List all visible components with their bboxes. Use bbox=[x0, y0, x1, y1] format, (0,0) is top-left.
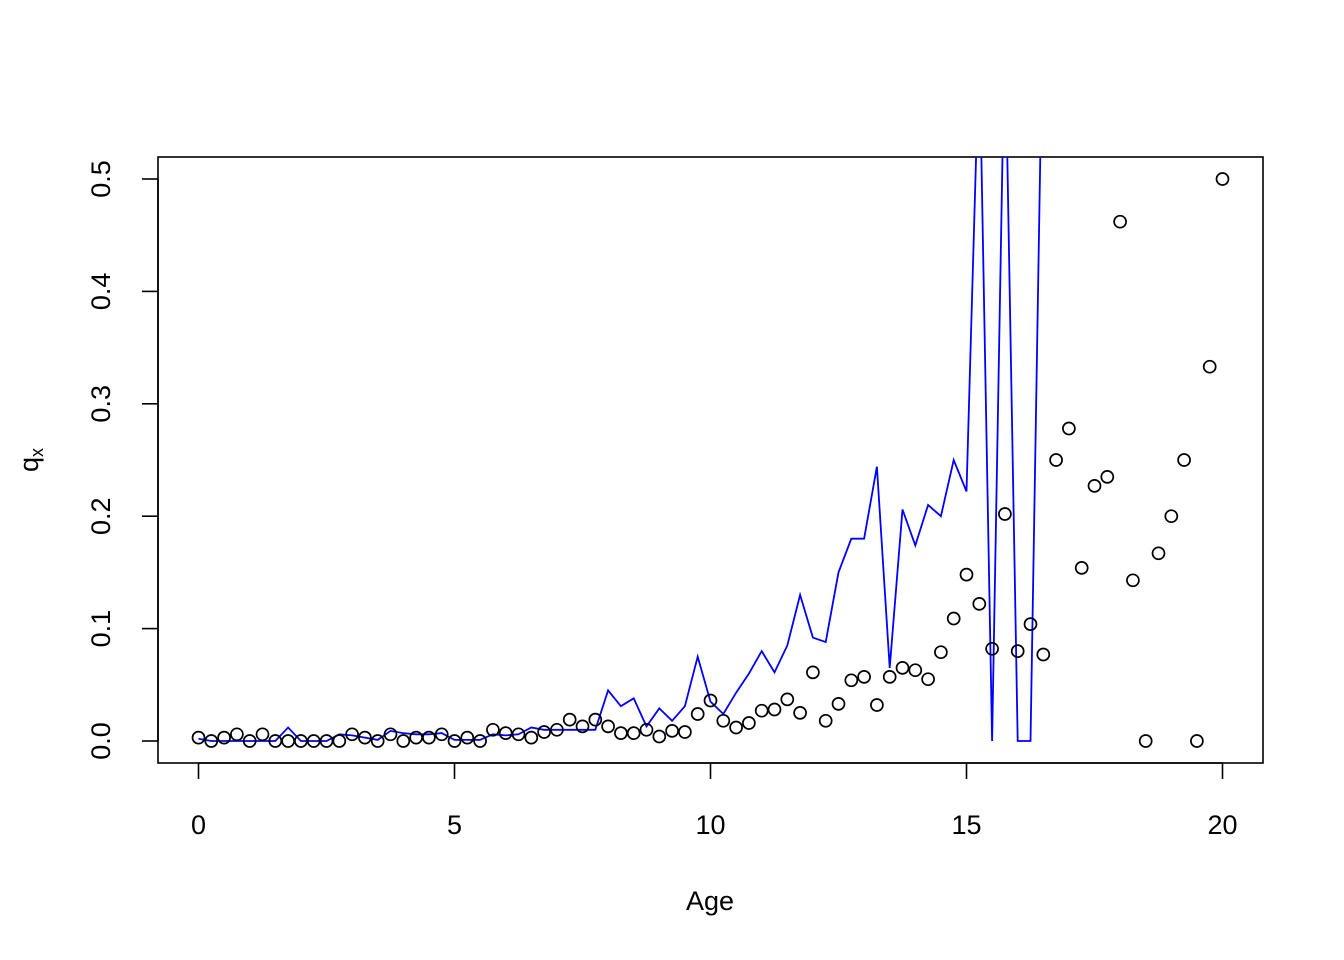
data-point bbox=[934, 645, 948, 660]
data-point bbox=[716, 713, 731, 728]
x-axis: 0 5 10 15 20 bbox=[191, 762, 1238, 840]
data-point bbox=[447, 734, 462, 748]
data-point bbox=[370, 734, 385, 748]
data-point bbox=[895, 661, 910, 675]
data-point bbox=[652, 729, 667, 744]
data-point bbox=[818, 713, 833, 728]
data-point bbox=[434, 727, 449, 742]
x-tick-label: 15 bbox=[951, 810, 981, 840]
data-point bbox=[844, 673, 859, 688]
data-point bbox=[588, 712, 603, 727]
data-point bbox=[204, 734, 219, 748]
data-point bbox=[575, 719, 590, 734]
data-point bbox=[383, 727, 398, 742]
data-point bbox=[332, 734, 347, 748]
series-line bbox=[198, 157, 1042, 742]
data-point bbox=[908, 663, 923, 678]
data-point bbox=[946, 611, 961, 626]
data-point bbox=[857, 670, 871, 684]
data-point bbox=[1036, 647, 1051, 662]
y-axis-title-subscript: x bbox=[27, 448, 47, 457]
y-tick-label: 0.3 bbox=[86, 385, 116, 423]
data-point bbox=[422, 730, 436, 745]
data-point bbox=[1113, 214, 1127, 229]
data-point bbox=[537, 725, 551, 739]
data-point bbox=[1138, 734, 1153, 748]
data-point bbox=[1164, 509, 1179, 524]
data-point bbox=[1151, 546, 1166, 561]
data-point bbox=[242, 734, 257, 748]
data-point bbox=[524, 730, 539, 745]
data-point bbox=[1074, 561, 1089, 575]
data-point bbox=[460, 730, 475, 745]
data-point bbox=[1126, 573, 1140, 588]
data-point bbox=[754, 703, 769, 718]
data-point bbox=[678, 725, 692, 739]
data-point bbox=[345, 727, 359, 742]
data-point bbox=[626, 726, 641, 740]
plot-frame bbox=[157, 156, 1264, 764]
y-tick-label: 0.0 bbox=[86, 722, 116, 760]
data-point bbox=[230, 727, 244, 742]
y-tick-label: 0.5 bbox=[86, 160, 116, 198]
x-tick-label: 20 bbox=[1207, 810, 1237, 840]
data-point bbox=[921, 672, 935, 687]
data-point bbox=[793, 706, 807, 720]
data-point bbox=[1010, 644, 1025, 658]
data-point bbox=[191, 730, 206, 745]
data-point bbox=[614, 726, 628, 740]
data-point bbox=[550, 722, 564, 737]
data-point bbox=[217, 730, 231, 745]
data-point bbox=[729, 720, 743, 735]
data-point bbox=[703, 693, 718, 708]
data-point bbox=[998, 507, 1012, 521]
data-point bbox=[473, 734, 487, 748]
data-point bbox=[1062, 421, 1076, 436]
data-point bbox=[396, 734, 411, 748]
data-point bbox=[806, 665, 820, 680]
data-point bbox=[1202, 359, 1217, 374]
data-point bbox=[1087, 479, 1102, 493]
data-point bbox=[690, 707, 705, 721]
series-layer bbox=[191, 157, 1230, 748]
data-point bbox=[959, 567, 974, 582]
x-tick-label: 0 bbox=[191, 810, 206, 840]
data-point bbox=[831, 697, 846, 711]
data-point bbox=[882, 670, 897, 684]
data-point bbox=[486, 722, 500, 737]
data-point bbox=[358, 730, 372, 745]
data-point bbox=[562, 712, 577, 727]
data-point bbox=[601, 719, 615, 734]
data-point bbox=[639, 722, 654, 737]
data-point bbox=[972, 597, 987, 611]
data-point bbox=[767, 702, 782, 717]
data-point bbox=[870, 698, 884, 712]
data-point bbox=[281, 734, 295, 748]
data-point bbox=[1023, 617, 1038, 631]
data-point bbox=[742, 716, 756, 730]
y-tick-label: 0.4 bbox=[86, 273, 116, 311]
data-point bbox=[1049, 453, 1063, 467]
data-point bbox=[255, 727, 270, 742]
data-point bbox=[511, 727, 526, 742]
data-point bbox=[498, 726, 513, 740]
data-point bbox=[1215, 172, 1230, 186]
data-point bbox=[665, 724, 679, 738]
data-point bbox=[1190, 734, 1204, 748]
data-point bbox=[780, 692, 795, 707]
data-point bbox=[1177, 453, 1191, 467]
y-tick-label: 0.1 bbox=[86, 610, 116, 648]
x-tick-label: 5 bbox=[447, 810, 462, 840]
y-tick-label: 0.2 bbox=[86, 497, 116, 535]
x-axis-title: Age bbox=[686, 886, 734, 916]
y-axis-title: qx bbox=[14, 448, 47, 472]
y-axis: 0.0 0.1 0.2 0.3 0.4 0.5 bbox=[86, 160, 159, 760]
x-tick-label: 10 bbox=[695, 810, 725, 840]
data-point bbox=[985, 641, 999, 656]
y-axis-title-base: q bbox=[14, 457, 44, 472]
data-point bbox=[1100, 470, 1115, 484]
